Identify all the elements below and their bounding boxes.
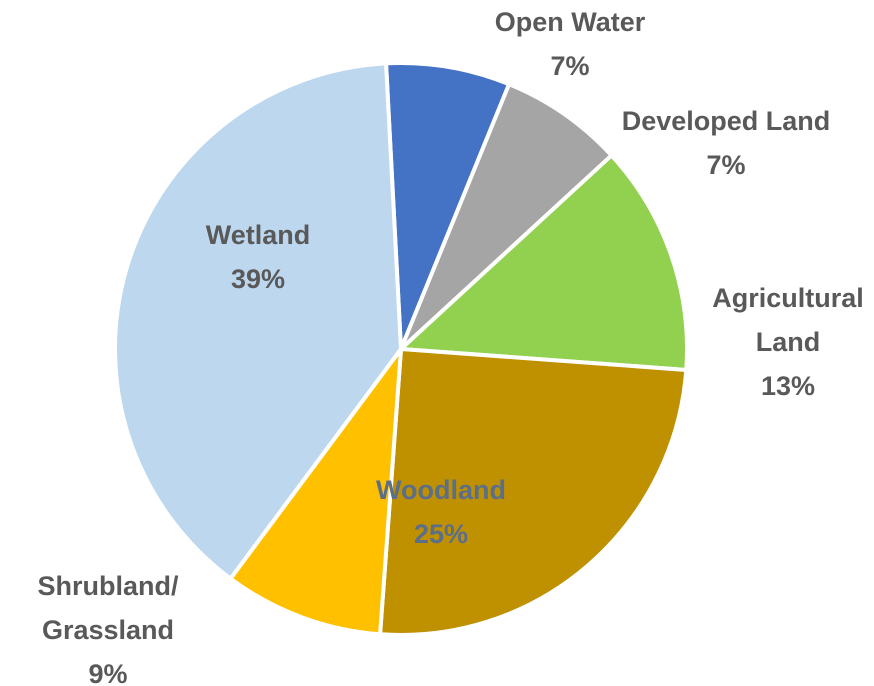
pie-label-wetland: Wetland 39% bbox=[206, 220, 311, 294]
pie-label-percent: 7% bbox=[706, 150, 745, 180]
pie-label-category: Developed Land bbox=[622, 106, 831, 136]
pie-slice-agricultural bbox=[399, 153, 689, 372]
pie-label-category: Grassland bbox=[42, 615, 174, 645]
pie-label-percent: 13% bbox=[761, 371, 815, 401]
pie-slice-developed bbox=[399, 82, 614, 351]
pie-label-percent: 7% bbox=[550, 51, 589, 81]
pie-label-category: Shrubland/ bbox=[38, 571, 179, 601]
pie-slice-shrubland bbox=[228, 347, 403, 637]
pie-label-shrubland: Shrubland/Grassland 9% bbox=[38, 571, 179, 686]
pie-label-category: Wetland bbox=[206, 220, 311, 250]
pie-slices bbox=[112, 61, 689, 637]
pie-label-woodland: Woodland 25% bbox=[376, 475, 506, 549]
pie-slice-open-water bbox=[384, 61, 512, 351]
pie-label-percent: 9% bbox=[88, 659, 127, 686]
pie-label-category: Woodland bbox=[376, 475, 506, 505]
pie-labels: Open Water 7% Developed Land 7% Agricultural… bbox=[38, 7, 864, 686]
pie-label-category: Open Water bbox=[495, 7, 646, 37]
pie-label-category: Agricultural bbox=[712, 283, 864, 313]
pie-slice-woodland bbox=[378, 347, 689, 637]
pie-label-category: Land bbox=[756, 327, 821, 357]
pie-label-open-water: Open Water 7% bbox=[495, 7, 646, 81]
pie-label-developed: Developed Land 7% bbox=[622, 106, 831, 180]
pie-label-agricultural: Agricultural Land 13% bbox=[712, 283, 864, 401]
pie-label-percent: 39% bbox=[231, 264, 285, 294]
pie-slice-wetland bbox=[112, 61, 403, 581]
pie-label-percent: 25% bbox=[414, 519, 468, 549]
